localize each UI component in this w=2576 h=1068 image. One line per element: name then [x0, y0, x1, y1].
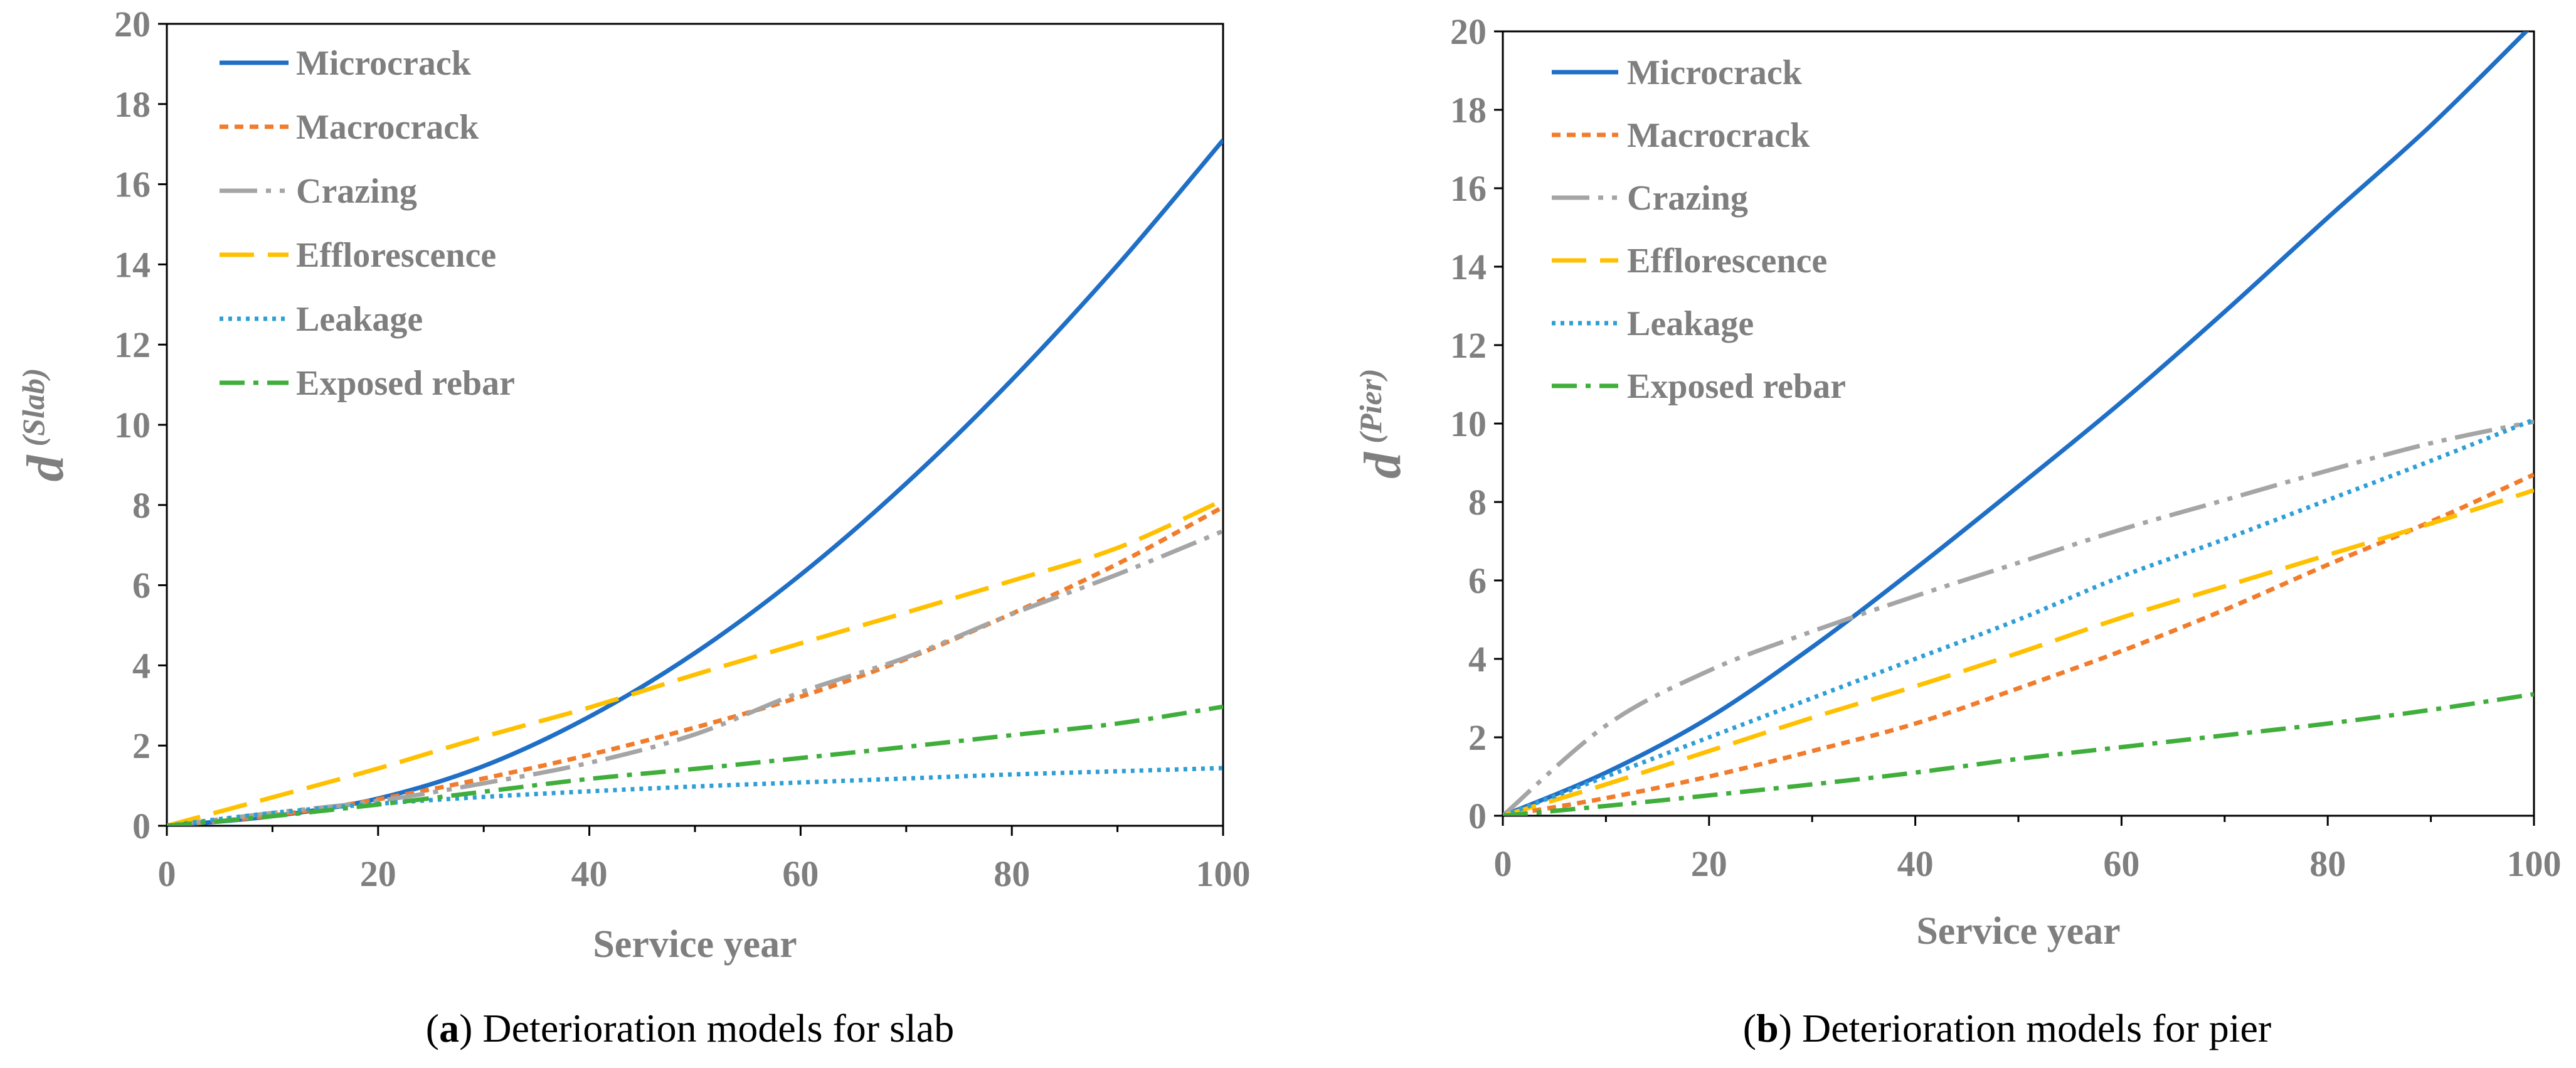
caption-letter: a: [439, 1006, 459, 1050]
svg-text:d(Pier): d (Pier): [1353, 368, 1412, 478]
series-line-microcrack: [167, 139, 1223, 826]
series-line-macrocrack: [1503, 473, 2534, 816]
x-tick-label: 80: [2309, 843, 2346, 884]
x-tick-label: 100: [1196, 853, 1251, 894]
x-tick-label: 60: [2103, 843, 2139, 884]
legend-label-efflorescence: Efflorescence: [1627, 242, 1827, 280]
y-axis-title-main: d: [16, 454, 75, 482]
y-tick-label: 14: [1450, 247, 1487, 287]
legend-label-leakage: Leakage: [1627, 304, 1754, 343]
y-axis-title-superscript: (Slab): [16, 368, 51, 447]
caption: (a) Deterioration models for slab: [426, 1006, 954, 1050]
legend-label-leakage: Leakage: [296, 300, 423, 339]
legend-label-crazing: Crazing: [1627, 179, 1748, 218]
caption-letter: b: [1756, 1006, 1779, 1050]
legend: Microcrack Macrocrack Crazing Efflorescence…: [1552, 53, 1846, 406]
y-axis-title: d (Pier): [1353, 368, 1412, 478]
svg-text:d(Slab): d (Slab): [16, 368, 75, 482]
legend-label-efflorescence: Efflorescence: [296, 236, 496, 275]
y-tick-label: 12: [114, 324, 151, 365]
legend-label-macrocrack: Macrocrack: [1627, 116, 1810, 155]
y-tick-label: 16: [114, 164, 151, 205]
x-axis-title: Service year: [593, 923, 797, 966]
panel-a: 0 2 4 6 8 10 12 14 16 18 20 0 20 40 60 80 100 Service yea…: [16, 4, 1251, 1050]
y-tick-label: 8: [1468, 482, 1487, 523]
y-tick-label: 18: [1450, 90, 1487, 131]
y-tick-label: 6: [1468, 560, 1487, 601]
legend: Microcrack Macrocrack Crazing Efflorescence…: [220, 44, 515, 403]
y-tick-label: 10: [114, 405, 151, 446]
series-line-exposed-rebar: [1503, 692, 2534, 816]
series-line-microcrack: [1503, 31, 2530, 816]
legend-label-macrocrack: Macrocrack: [296, 108, 479, 147]
y-tick-label: 10: [1450, 403, 1487, 444]
series-line-efflorescence: [1503, 488, 2534, 816]
y-tick-label: 2: [1468, 717, 1487, 758]
y-axis-title-main: d: [1354, 451, 1412, 479]
series-line-leakage: [1503, 417, 2534, 816]
y-tick-label: 12: [1450, 325, 1487, 366]
x-tick-label: 20: [1691, 843, 1727, 884]
x-tick-label: 40: [1897, 843, 1934, 884]
legend-label-exposed-rebar: Exposed rebar: [1627, 367, 1846, 406]
y-tick-label: 14: [114, 244, 151, 285]
legend-label-microcrack: Microcrack: [296, 44, 472, 83]
y-tick-label: 16: [1450, 168, 1487, 209]
series-line-crazing: [167, 529, 1223, 826]
y-tick-label: 4: [1468, 639, 1487, 680]
x-tick-label: 100: [2507, 843, 2562, 884]
legend-label-crazing: Crazing: [296, 172, 417, 211]
x-tick-label: 20: [360, 853, 396, 894]
x-tick-label: 0: [158, 853, 176, 894]
x-tick-label: 40: [571, 853, 608, 894]
y-axis-title: d (Slab): [16, 368, 75, 482]
y-tick-label: 0: [132, 806, 151, 846]
y-tick-label: 4: [132, 645, 151, 686]
series-line-exposed-rebar: [167, 704, 1223, 826]
x-tick-label: 80: [994, 853, 1030, 894]
y-tick-label: 6: [132, 565, 151, 606]
y-tick-label: 2: [132, 725, 151, 766]
series-line-leakage: [167, 766, 1223, 826]
series-line-crazing: [1503, 419, 2534, 816]
series-line-macrocrack: [167, 505, 1223, 826]
legend-label-microcrack: Microcrack: [1627, 53, 1803, 92]
y-tick-label: 18: [114, 84, 151, 125]
series-line-efflorescence: [167, 498, 1223, 826]
y-axis-title-superscript: (Pier): [1353, 368, 1388, 443]
caption-text: Deterioration models for slab: [472, 1006, 954, 1050]
x-tick-label: 60: [782, 853, 819, 894]
caption: (b) Deterioration models for pier: [1743, 1006, 2271, 1050]
x-axis-title: Service year: [1916, 910, 2120, 953]
y-tick-label: 20: [1450, 11, 1487, 52]
legend-label-exposed-rebar: Exposed rebar: [296, 364, 515, 403]
y-tick-label: 0: [1468, 796, 1487, 836]
y-tick-label: 20: [114, 4, 151, 45]
caption-text: Deterioration models for pier: [1792, 1006, 2271, 1050]
y-tick-label: 8: [132, 485, 151, 526]
panel-b: 0 2 4 6 8 10 12 14 16 18 20 0 20 40 60 80 100 Service yea…: [1353, 11, 2562, 1050]
x-tick-label: 0: [1494, 843, 1512, 884]
